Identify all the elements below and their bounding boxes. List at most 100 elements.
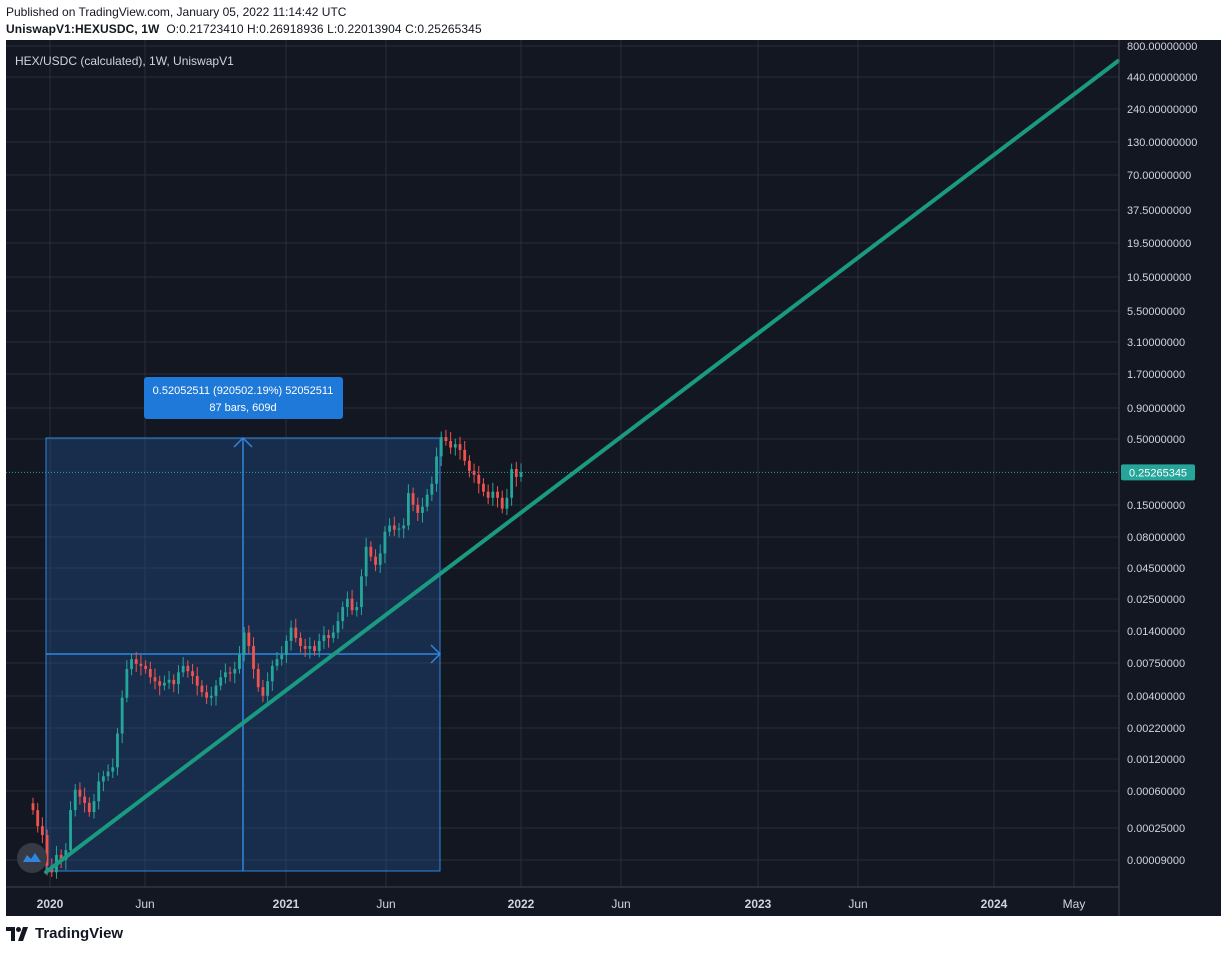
price-tick-label: 0.00009000 xyxy=(1127,855,1185,867)
tradingview-brand[interactable]: TradingView xyxy=(6,925,123,942)
candle-body xyxy=(467,460,471,471)
candle-body xyxy=(83,796,87,803)
candle-body xyxy=(439,437,443,457)
candle-body xyxy=(87,802,91,813)
time-tick-label: 2022 xyxy=(508,897,535,911)
symbol-info: UniswapV1:HEXUSDC, 1W O:0.21723410 H:0.2… xyxy=(6,22,482,36)
candle-body xyxy=(449,440,453,448)
price-tick-label: 0.08000000 xyxy=(1127,532,1185,544)
candle-body xyxy=(378,553,382,565)
candle-body xyxy=(125,668,129,698)
candle-body xyxy=(345,598,349,608)
candle-body xyxy=(491,491,495,498)
candle-body xyxy=(411,493,415,505)
price-axis: 800.00000000 440.00000000 240.00000000 130.… xyxy=(6,41,1197,867)
candle-body xyxy=(181,665,185,673)
cloud-icon xyxy=(23,853,41,862)
candle-body xyxy=(472,470,476,475)
price-tick-label: 0.04500000 xyxy=(1127,563,1185,575)
candle-body xyxy=(355,607,359,611)
grid-layer xyxy=(6,40,1119,887)
candle-body xyxy=(148,668,152,678)
measure-label: 0.52052511 (920502.19%) 52052511 87 bars… xyxy=(144,377,343,419)
candle-body xyxy=(336,621,340,633)
chart-frame[interactable]: 800.00000000 440.00000000 240.00000000 130.… xyxy=(6,40,1221,916)
candlestick-series xyxy=(31,429,523,879)
time-tick-label: 2020 xyxy=(37,897,64,911)
candle-body xyxy=(200,685,204,693)
candle-body xyxy=(275,659,279,666)
price-tick-label: 1.70000000 xyxy=(1127,369,1185,381)
candle-body xyxy=(289,627,293,641)
candle-body xyxy=(186,665,190,672)
candle-body xyxy=(59,854,63,860)
candle-body xyxy=(402,525,406,529)
candle-body xyxy=(322,635,326,641)
logo-badge[interactable] xyxy=(17,843,47,873)
candle-body xyxy=(219,677,223,686)
candle-body xyxy=(486,491,490,498)
price-tick-label: 0.90000000 xyxy=(1127,403,1185,415)
price-tick-label: 800.00000000 xyxy=(1127,41,1197,53)
candle-body xyxy=(252,646,255,669)
candle-body xyxy=(510,469,514,498)
candle-body xyxy=(482,483,485,492)
candle-body xyxy=(195,675,199,686)
candle-body xyxy=(214,685,218,696)
candle-body xyxy=(45,835,49,866)
candle-body xyxy=(228,672,232,674)
candle-body xyxy=(106,771,110,777)
candle-body xyxy=(303,646,307,649)
candle-body xyxy=(270,665,274,682)
price-tick-label: 240.00000000 xyxy=(1127,104,1197,116)
time-tick-label: 2021 xyxy=(273,897,300,911)
last-price-tag xyxy=(1121,464,1195,481)
candle-body xyxy=(500,497,504,509)
candle-body xyxy=(242,632,246,655)
price-tick-label: 0.00750000 xyxy=(1127,658,1185,670)
candle-body xyxy=(238,654,241,669)
candle-body xyxy=(31,803,35,811)
price-chart[interactable]: 800.00000000 440.00000000 240.00000000 130.… xyxy=(6,40,1221,916)
price-tick-label: 10.50000000 xyxy=(1127,272,1191,284)
arrow-right-icon xyxy=(430,644,442,664)
price-tick-label: 0.01400000 xyxy=(1127,626,1185,638)
candle-body xyxy=(425,494,429,507)
chart-legend-title: HEX/USDC (calculated), 1W, UniswapV1 xyxy=(15,54,234,68)
price-tick-label: 3.10000000 xyxy=(1127,337,1185,349)
candle-body xyxy=(130,659,133,669)
symbol-name: UniswapV1:HEXUSDC, 1W xyxy=(6,22,160,36)
candle-body xyxy=(341,607,345,622)
candle-body xyxy=(92,801,96,813)
candle-body xyxy=(505,497,509,509)
candle-body xyxy=(97,781,101,802)
candle-body xyxy=(78,789,82,797)
trendline[interactable] xyxy=(44,59,1120,874)
candle-body xyxy=(116,733,119,768)
tradingview-logo-icon xyxy=(6,926,28,941)
time-tick-label: 2024 xyxy=(981,897,1008,911)
time-tick-label: Jun xyxy=(611,897,630,911)
candle-body xyxy=(519,472,523,477)
candle-body xyxy=(40,826,44,836)
candle-body xyxy=(177,672,180,685)
candle-body xyxy=(280,654,284,660)
price-tick-label: 0.00025000 xyxy=(1127,823,1185,835)
candle-body xyxy=(435,456,438,484)
published-info: Published on TradingView.com, January 05… xyxy=(6,5,347,19)
candle-body xyxy=(299,637,302,647)
candle-body xyxy=(463,449,467,461)
candle-body xyxy=(101,776,105,782)
candle-body xyxy=(266,681,270,696)
candle-body xyxy=(327,635,331,638)
candle-body xyxy=(73,789,77,811)
candle-body xyxy=(514,469,518,477)
candle-body xyxy=(247,632,251,647)
candle-body xyxy=(383,531,387,554)
price-tick-label: 19.50000000 xyxy=(1127,238,1191,250)
candle-body xyxy=(167,679,171,683)
measure-label-box xyxy=(144,377,343,419)
price-tick-label: 0.50000000 xyxy=(1127,434,1185,446)
candle-body xyxy=(360,576,363,608)
time-tick-label: Jun xyxy=(848,897,867,911)
